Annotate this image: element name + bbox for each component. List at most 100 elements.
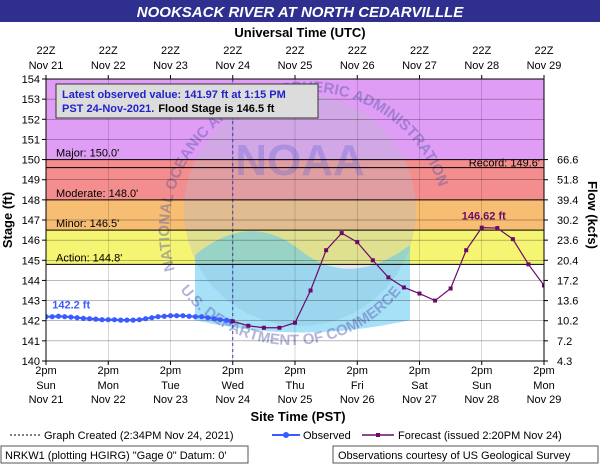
observed-point (62, 314, 68, 320)
y-tick-label: 150 (22, 155, 40, 167)
y-axis-label-left: Stage (ft) (0, 192, 15, 248)
bottom-tick-weekday: Mon (533, 380, 554, 392)
observed-point (105, 317, 111, 323)
forecast-point (542, 283, 544, 288)
forecast-point (277, 325, 282, 330)
watermark-wave (195, 231, 410, 333)
observed-point (68, 314, 74, 320)
bottom-axis-title: Site Time (PST) (250, 409, 345, 424)
bottom-tick-time: 2pm (471, 365, 492, 377)
y-tick-label: 145 (22, 255, 40, 267)
observed-point (167, 313, 174, 319)
footer-right-box (332, 445, 599, 464)
observed-point (55, 313, 62, 319)
legend-forecast-marker (376, 433, 380, 437)
observed-point (111, 317, 118, 323)
legend: Graph Created (2:34PM Nov 24, 2021) Obse… (10, 430, 562, 442)
observed-value-label: 142.2 ft (52, 300, 90, 312)
footer-left-text: NRKW1 (plotting HGIRG) "Gage 0" Datum: 0… (5, 450, 226, 462)
record-label: Record: 149.6' (469, 158, 540, 170)
forecast-point (495, 226, 500, 231)
bottom-tick-weekday: Thu (286, 380, 305, 392)
forecast-point (479, 225, 484, 230)
bottom-tick-time: 2pm (222, 365, 243, 377)
bottom-tick-date: Nov 23 (153, 394, 188, 406)
top-tick-label: 22Z (472, 45, 491, 57)
observed-point (161, 313, 167, 319)
bottom-tick-date: Nov 25 (278, 394, 313, 406)
threshold-label: Moderate: 148.0' (56, 188, 138, 200)
forecast-point (417, 291, 422, 296)
forecast-point (246, 323, 251, 328)
top-tick-label: 22Z (348, 45, 367, 57)
y-tick-label: 148 (22, 195, 40, 207)
observed-point (192, 314, 198, 320)
footer-right-text: Observations courtesy of US Geological S… (338, 450, 571, 462)
observed-point (124, 317, 130, 323)
legend-observed-label: Observed (303, 430, 351, 442)
footer-left-box (0, 445, 249, 464)
y-tick-label: 143 (22, 296, 40, 308)
flow-tick-label: 30.2 (557, 215, 578, 227)
forecast-point (464, 248, 469, 253)
bottom-tick-weekday: Fri (351, 380, 364, 392)
observed-point (211, 316, 217, 322)
y-tick-label: 154 (22, 74, 40, 86)
bottom-tick-time: 2pm (347, 365, 368, 377)
flow-tick-label: 66.6 (557, 155, 578, 167)
observed-point (174, 313, 180, 319)
bottom-tick-weekday: Sun (36, 380, 56, 392)
y-tick-label: 142 (22, 316, 40, 328)
y-tick-label: 153 (22, 94, 40, 106)
chart-title: NOOKSACK RIVER AT NORTH CEDARVILLLE (137, 4, 464, 21)
forecast-point (386, 275, 391, 280)
bottom-tick-time: 2pm (35, 365, 56, 377)
flow-tick-label: 39.4 (557, 195, 578, 207)
forecast-point (230, 319, 235, 324)
bottom-tick-date: Nov 29 (527, 394, 562, 406)
top-tick-label: 22Z (37, 45, 56, 57)
bottom-tick-time: 2pm (98, 365, 119, 377)
bottom-tick-date: Nov 22 (91, 394, 126, 406)
series-layer: 142.2 ft 146.62 ft (46, 211, 544, 330)
observed-point (186, 313, 192, 319)
info-box-date: PST 24-Nov-2021. (62, 103, 154, 115)
flood-band (46, 199, 544, 231)
bottom-tick-weekday: Sun (472, 380, 492, 392)
top-tick-label: 22Z (99, 45, 118, 57)
flow-tick-label: 17.2 (557, 275, 578, 287)
observed-point (93, 316, 99, 322)
top-tick-date: Nov 27 (402, 60, 437, 72)
forecast-point (293, 320, 297, 325)
y-tick-label: 144 (22, 275, 40, 287)
observed-point (46, 314, 49, 320)
forecast-point (526, 262, 531, 267)
top-tick-date: Nov 29 (527, 60, 562, 72)
forecast-point (308, 288, 313, 293)
y-tick-label: 140 (22, 356, 40, 368)
top-tick-date: Nov 28 (464, 60, 499, 72)
legend-created-label: Graph Created (2:34PM Nov 24, 2021) (44, 430, 234, 442)
flow-tick-label: 4.3 (557, 356, 572, 368)
forecast-point (448, 286, 453, 291)
bottom-tick-time: 2pm (533, 365, 554, 377)
threshold-lines: Major: 150.0' Moderate: 148.0' Minor: 146.… (46, 148, 544, 265)
legend-observed-marker (283, 432, 289, 438)
observed-point (118, 317, 124, 323)
observed-point (223, 317, 230, 323)
bottom-tick-date: Nov 28 (464, 394, 499, 406)
observed-point (74, 315, 80, 321)
title-bar (0, 0, 600, 22)
top-tick-date: Nov 24 (215, 60, 250, 72)
forecast-point (355, 240, 360, 245)
top-tick-label: 22Z (286, 45, 305, 57)
info-box-flood-stage: Flood Stage is 146.5 ft (158, 103, 274, 115)
flow-tick-label: 13.6 (557, 296, 578, 308)
bottom-tick-weekday: Wed (222, 380, 244, 392)
bottom-tick-date: Nov 24 (215, 394, 250, 406)
observed-point (49, 314, 55, 320)
observed-point (136, 317, 142, 323)
forecast-point (324, 248, 329, 253)
flow-tick-label: 23.6 (557, 235, 578, 247)
y-tick-label: 152 (22, 114, 40, 126)
